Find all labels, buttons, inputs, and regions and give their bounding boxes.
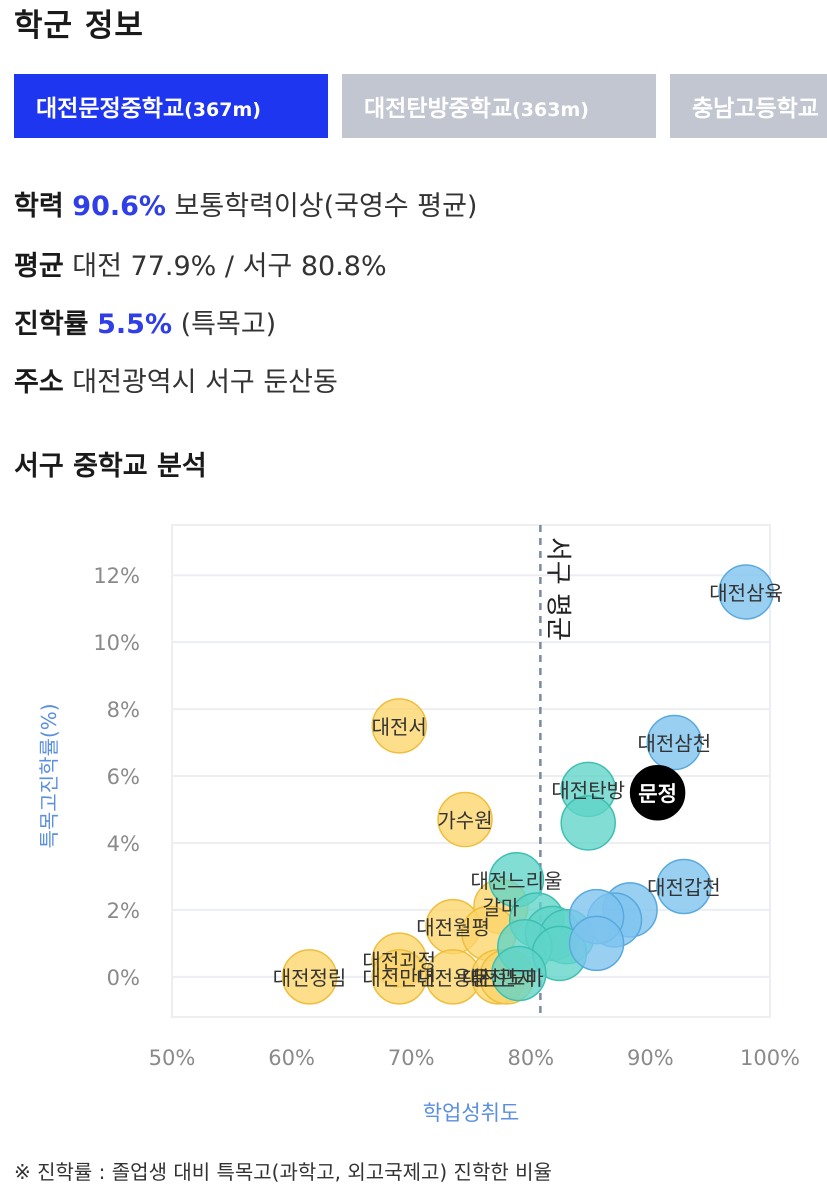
x-tick-label-2: 70% xyxy=(388,1046,435,1070)
info-average: 평균 대전 77.9% / 서구 80.8% xyxy=(14,244,387,283)
bubble-label-27: 대전도마 xyxy=(470,966,544,990)
tab-school-1[interactable]: 대전탄방중학교(363m) xyxy=(342,74,656,138)
y-tick-label-5: 10% xyxy=(93,631,140,655)
info-address-text: 대전광역시 서구 둔산동 xyxy=(72,367,338,398)
bubble-7 xyxy=(568,915,625,972)
tab-school-0-distance: (367m) xyxy=(184,99,261,121)
y-tick-label-4: 8% xyxy=(107,698,140,722)
info-academic: 학력 90.6% 보통학력이상(국영수 평균) xyxy=(14,184,477,223)
bubble-2 xyxy=(629,765,686,821)
x-tick-label-5: 100% xyxy=(740,1046,800,1070)
tab-school-2-name: 충남고등학교 xyxy=(692,96,819,122)
info-rate-desc: (특목고) xyxy=(180,309,277,340)
info-address: 주소 대전광역시 서구 둔산동 xyxy=(14,360,338,399)
tab-school-0[interactable]: 대전문정중학교(367m) xyxy=(14,74,328,138)
x-axis-label: 학업성취도 xyxy=(423,1101,520,1125)
bubble-17 xyxy=(371,698,427,754)
info-academic-desc: 보통학력이상(국영수 평균) xyxy=(174,191,478,222)
x-tick-label-1: 60% xyxy=(268,1046,315,1070)
bubble-label-25: 대전용문 xyxy=(416,966,490,990)
bubble-label-19: 갈마 xyxy=(482,896,519,920)
x-tick-label-3: 80% xyxy=(507,1046,554,1070)
bubble-23 xyxy=(281,949,338,1005)
average-reference-label: 서구 평균 xyxy=(542,537,572,641)
bubble-label-23: 대전정림 xyxy=(273,966,347,990)
y-tick-label-6: 12% xyxy=(93,564,140,588)
info-academic-label: 학력 xyxy=(14,191,64,222)
bubble-label-24: 대전만년 xyxy=(362,966,436,990)
school-tabs: 대전문정중학교(367m) 대전탄방중학교(363m) 충남고등학교 xyxy=(14,74,827,138)
bubble-16 xyxy=(491,945,547,1002)
bubble-label-8: 대전탄방 xyxy=(551,778,625,802)
info-average-text: 대전 77.9% / 서구 80.8% xyxy=(72,251,387,282)
bubble-layer xyxy=(281,564,774,1005)
info-average-label: 평균 xyxy=(14,251,64,282)
bubble-label-18: 가수원 xyxy=(437,809,492,833)
bubble-0 xyxy=(718,564,774,620)
bubble-18 xyxy=(437,791,493,848)
info-address-label: 주소 xyxy=(14,367,64,398)
tab-school-0-name: 대전문정중학교 xyxy=(36,96,185,122)
bubble-1 xyxy=(646,714,703,771)
info-academic-value: 90.6% xyxy=(72,191,166,222)
tab-school-1-distance: (363m) xyxy=(512,99,589,121)
scatter-chart: 0% 2% 4% 6% 8% 10% 12% 50% 60% 70% 80% 90% 100% 학업성취도… xyxy=(37,524,800,1125)
bubble-label-2: 문정 xyxy=(638,782,677,806)
info-rate-label: 진학률 xyxy=(14,309,89,340)
bubble-label-22: 대전괴정 xyxy=(362,949,436,973)
y-tick-label-3: 6% xyxy=(107,765,140,789)
section-title: 학군 정보 xyxy=(14,8,144,44)
y-axis-label: 특목고진학률(%) xyxy=(37,703,61,848)
info-rate-value: 5.5% xyxy=(97,309,173,340)
analysis-title: 서구 중학교 분석 xyxy=(14,451,207,482)
bubble-label-3: 대전갑천 xyxy=(647,875,721,899)
tab-school-2[interactable]: 충남고등학교 xyxy=(670,74,827,138)
x-tick-label-0: 50% xyxy=(149,1046,196,1070)
footnote: ※ 진학률 : 졸업생 대비 특목고(과학고, 외고국제고) 진학한 비율 xyxy=(14,1160,552,1184)
bubble-label-0: 대전삼육 xyxy=(709,581,783,605)
bubble-9 xyxy=(560,795,616,851)
info-rate: 진학률 5.5% (특목고) xyxy=(14,302,276,341)
bubble-label-20: 대전월평 xyxy=(416,916,490,940)
y-tick-label-0: 0% xyxy=(107,966,140,990)
tab-school-1-name: 대전탄방중학교 xyxy=(364,96,513,122)
plot-area xyxy=(171,524,771,1018)
bubble-label-17: 대전서 xyxy=(372,715,427,739)
bubble-label-1: 대전삼천 xyxy=(638,732,712,756)
bubble-label-10: 대전느리울 xyxy=(470,869,562,893)
x-tick-label-4: 90% xyxy=(627,1046,674,1070)
bubble-label-26: 대전관저 xyxy=(462,966,536,990)
y-tick-label-1: 2% xyxy=(107,899,140,923)
bubble-3 xyxy=(656,858,712,915)
y-tick-label-2: 4% xyxy=(107,832,140,856)
